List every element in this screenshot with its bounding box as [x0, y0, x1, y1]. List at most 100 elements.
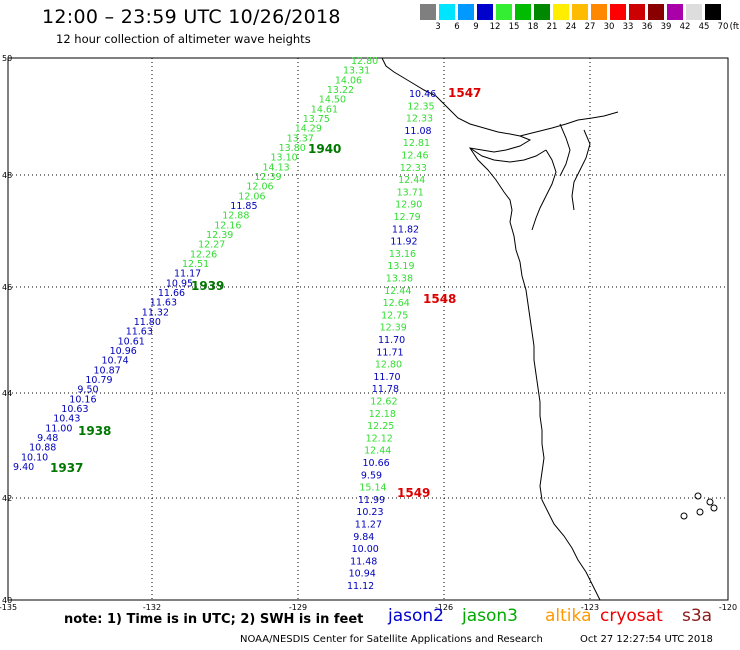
east-track-value: 13.19: [387, 261, 414, 272]
east-track-value: 12.25: [367, 421, 394, 432]
east-track-value: 11.99: [358, 495, 385, 506]
latitude-label: 46: [2, 283, 12, 292]
west-track-value: 12.39: [206, 230, 233, 241]
legend-unit: (ft): [729, 22, 740, 32]
legend-swatch: [629, 4, 645, 20]
east-track-value: 15.14: [359, 483, 386, 494]
west-track-value: 10.88: [29, 443, 56, 454]
island: [694, 492, 702, 500]
credit-text: NOAA/NESDIS Center for Satellite Applica…: [240, 634, 543, 645]
legend-label: 42: [679, 22, 691, 32]
east-track-value: 11.70: [378, 335, 405, 346]
pass-time-label: 1937: [50, 461, 83, 475]
east-track-value: 12.44: [364, 446, 391, 457]
latitude-label: 40: [2, 596, 12, 605]
inland-water-path: [531, 149, 557, 231]
inland-water-path: [559, 123, 571, 177]
satellite-altika: altika: [545, 606, 592, 626]
west-track-value: 13.22: [327, 85, 354, 96]
east-track-value: 12.33: [400, 163, 427, 174]
legend-label: 39: [660, 22, 672, 32]
legend-label: 6: [454, 22, 460, 32]
east-track-value: 13.16: [389, 249, 416, 260]
axis-labels: 50 48 46 44 42 40-135 -132 -129 -126 -123 -120: [0, 54, 737, 612]
east-track-value: 12.64: [383, 298, 410, 309]
legend-label: 30: [603, 22, 615, 32]
west-track-value: 14.29: [295, 124, 322, 135]
inland-water-path: [519, 111, 619, 137]
chart-title: 12:00 – 23:59 UTC 10/26/2018: [42, 6, 341, 28]
legend-swatch: [553, 4, 569, 20]
west-track-value: 13.10: [271, 153, 298, 164]
east-track-value: 10.66: [363, 458, 390, 469]
legend-swatch: [439, 4, 455, 20]
legend-label: 21: [546, 22, 558, 32]
east-track-value: 11.08: [404, 126, 431, 137]
island: [680, 512, 688, 520]
east-track-value: 12.81: [403, 138, 430, 149]
legend-swatch: [610, 4, 626, 20]
legend-label: 15: [508, 22, 520, 32]
west-track-value: 12.26: [190, 249, 217, 260]
west-track-value: 12.06: [246, 182, 273, 193]
east-track-value: 9.59: [361, 470, 382, 481]
legend-swatch: [458, 4, 474, 20]
west-track-value: 11.66: [158, 288, 185, 299]
east-track-value: 12.79: [394, 212, 421, 223]
legend-label: 12: [489, 22, 501, 32]
west-track-value: 11.63: [126, 327, 153, 338]
legend-label: 36: [641, 22, 653, 32]
latitude-label: 48: [2, 171, 12, 180]
west-track-value: 10.43: [53, 414, 80, 425]
pass-time-label: 1939: [191, 279, 224, 293]
longitude-label: -120: [719, 603, 737, 612]
east-track-value: 12.33: [406, 114, 433, 125]
east-track-value: 12.18: [369, 409, 396, 420]
legend-swatch: [591, 4, 607, 20]
east-track-value: 10.23: [356, 507, 383, 518]
legend-label: 33: [622, 22, 634, 32]
east-track-value: 10.94: [349, 569, 376, 580]
legend-swatch: [667, 4, 683, 20]
satellite-jason3: jason3: [462, 606, 518, 626]
east-track-value: 12.46: [401, 151, 428, 162]
west-track-value: 11.17: [174, 269, 201, 280]
legend-swatch: [515, 4, 531, 20]
east-track-value: 12.80: [375, 360, 402, 371]
footer-note: note: 1) Time is in UTC; 2) SWH is in fe…: [64, 612, 364, 627]
east-track-value: 11.70: [373, 372, 400, 383]
west-track-value: 10.10: [21, 452, 48, 463]
satellite-cryosat: cryosat: [600, 606, 663, 626]
east-track-value: 12.44: [398, 175, 425, 186]
legend-swatch: [686, 4, 702, 20]
east-track-value: 11.12: [347, 581, 374, 592]
latitude-label: 44: [2, 389, 12, 398]
west-track-value: 12.27: [198, 240, 225, 251]
west-track-value: 12.06: [238, 191, 265, 202]
inland-water-path: [469, 147, 547, 163]
west-track-value: 9.50: [77, 385, 98, 396]
map-frame: [7, 57, 729, 601]
satellite-s3a: s3a: [682, 606, 713, 626]
east-track-value: 11.82: [392, 224, 419, 235]
legend-swatch: [705, 4, 721, 20]
west-track-value: 12.88: [222, 211, 249, 222]
longitude-label: -123: [581, 603, 599, 612]
east-track-value: 11.92: [390, 237, 417, 248]
east-track-value: 13.38: [386, 274, 413, 285]
legend-label: 9: [473, 22, 479, 32]
east-track-value: 12.75: [381, 310, 408, 321]
wave-height-tracks: 12.8013.3114.0613.2214.5014.6113.7514.29…: [13, 56, 436, 592]
west-track-value: 10.63: [61, 404, 88, 415]
legend-swatch: [534, 4, 550, 20]
legend-label: 45: [698, 22, 710, 32]
west-track-value: 13.75: [303, 114, 330, 125]
west-track-value: 11.80: [134, 317, 161, 328]
island: [696, 508, 704, 516]
west-track-value: 13.80: [279, 143, 306, 154]
legend-label: 24: [565, 22, 577, 32]
chart-subtitle: 12 hour collection of altimeter wave hei…: [56, 32, 311, 46]
legend-swatch: [496, 4, 512, 20]
longitude-label: -129: [289, 603, 307, 612]
